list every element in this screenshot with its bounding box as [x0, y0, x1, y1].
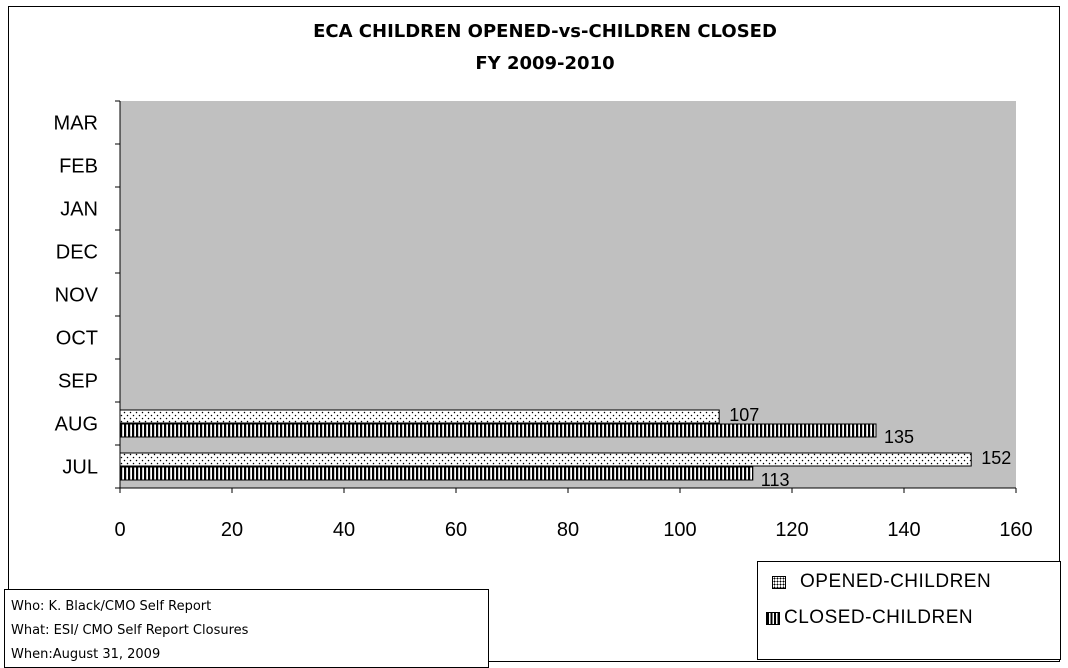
data-label-opened-jul: 152 [981, 448, 1011, 468]
x-tick-label: 0 [114, 519, 125, 541]
legend-label-closed: CLOSED-CHILDREN [784, 607, 974, 628]
legend: OPENED-CHILDREN CLOSED-CHILDREN [757, 561, 1061, 660]
bar-opened-jul [119, 452, 972, 467]
category-label-feb: FEB [59, 156, 98, 178]
x-tick-label: 160 [999, 519, 1032, 541]
category-label-jan: JAN [60, 199, 98, 221]
legend-swatch-opened [772, 575, 786, 589]
category-label-jul: JUL [62, 457, 98, 479]
info-box: Who: K. Black/CMO Self Report What: ESI/… [4, 589, 489, 668]
category-label-dec: DEC [56, 242, 98, 264]
x-tick-label: 120 [775, 519, 808, 541]
category-label-nov: NOV [55, 285, 99, 307]
bar-closed-aug [119, 423, 877, 438]
data-label-opened-aug: 107 [729, 405, 759, 425]
info-what: What: ESI/ CMO Self Report Closures [11, 623, 249, 638]
chart-frame [8, 6, 1060, 662]
category-label-sep: SEP [58, 371, 98, 393]
x-tick-label: 20 [221, 519, 243, 541]
legend-swatch-closed [766, 611, 780, 625]
data-label-closed-jul: 113 [761, 470, 790, 490]
category-label-oct: OCT [56, 328, 98, 350]
legend-label-opened: OPENED-CHILDREN [800, 571, 992, 592]
chart-title: ECA CHILDREN OPENED-vs-CHILDREN CLOSED [313, 21, 777, 42]
category-label-aug: AUG [55, 414, 98, 436]
x-tick-label: 140 [887, 519, 920, 541]
info-when: When:August 31, 2009 [11, 647, 161, 662]
chart-subtitle: FY 2009-2010 [475, 53, 614, 74]
bar-closed-jul [119, 466, 754, 481]
legend-item-opened: OPENED-CHILDREN [766, 568, 991, 596]
x-tick-label: 80 [557, 519, 579, 541]
bar-opened-aug [119, 409, 720, 424]
x-tick-label: 100 [663, 519, 696, 541]
x-tick-label: 40 [333, 519, 355, 541]
info-who: Who: K. Black/CMO Self Report [11, 599, 212, 614]
category-label-mar: MAR [54, 113, 98, 135]
data-label-closed-aug: 135 [884, 427, 914, 447]
legend-item-closed: CLOSED-CHILDREN [766, 604, 973, 632]
x-tick-label: 60 [445, 519, 467, 541]
